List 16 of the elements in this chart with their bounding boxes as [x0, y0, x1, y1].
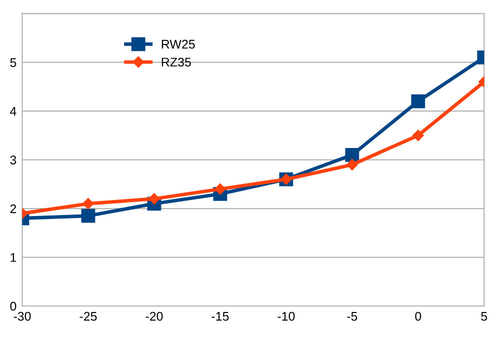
x-tick-label: -30: [14, 312, 31, 321]
y-tick-label: 2: [10, 204, 16, 214]
y-tick-label: 1: [10, 253, 16, 262]
x-tick-label: -15: [212, 312, 229, 321]
x-tick-label: -25: [80, 312, 97, 321]
legend-label: RW25: [162, 40, 195, 49]
y-tick-label: 0: [10, 302, 16, 311]
x-tick-label: -10: [278, 312, 295, 321]
x-tick-label: -5: [347, 312, 358, 321]
y-tick-label: 3: [10, 156, 16, 164]
x-tick-label: -20: [146, 312, 163, 321]
legend-label: RZ35: [162, 58, 191, 67]
y-tick-label: 4: [10, 106, 16, 116]
y-tick-label: 5: [10, 58, 16, 67]
x-tick-label: 5: [481, 312, 488, 321]
x-tick-label: 0: [415, 312, 422, 321]
